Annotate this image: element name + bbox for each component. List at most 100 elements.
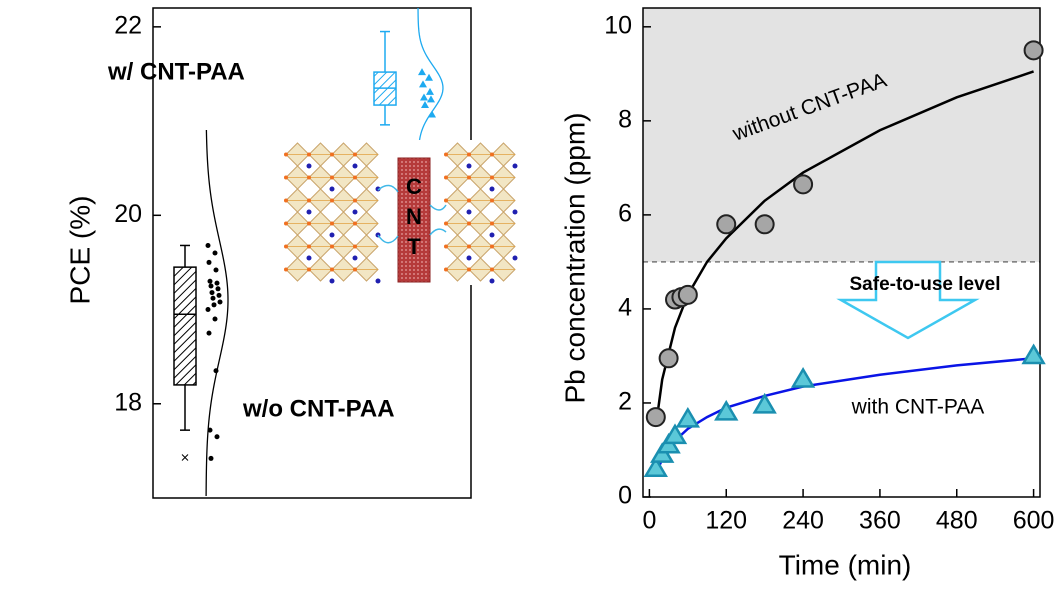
point xyxy=(658,348,679,369)
atom xyxy=(375,278,381,284)
y-tick-label: 4 xyxy=(618,294,632,322)
point xyxy=(212,250,218,256)
atom xyxy=(444,267,448,272)
y-axis-label: Pb concentration (ppm) xyxy=(559,112,590,403)
safe-arrow xyxy=(836,260,980,340)
y-tick-label: 2 xyxy=(618,388,632,416)
y-tick-label: 20 xyxy=(114,200,142,228)
plot-frame xyxy=(642,7,1041,498)
outlier xyxy=(181,454,189,461)
atom xyxy=(490,267,494,272)
point xyxy=(208,283,214,289)
atom xyxy=(466,255,472,261)
point xyxy=(421,101,429,109)
x-axis-label: Time (min) xyxy=(779,549,912,580)
atom xyxy=(307,221,311,226)
atom xyxy=(352,209,358,215)
y-axis-label: PCE (%) xyxy=(64,196,95,305)
atom xyxy=(490,221,494,226)
series-label: w/o CNT-PAA xyxy=(242,395,395,422)
atom xyxy=(467,221,471,226)
atom xyxy=(306,255,312,261)
atom xyxy=(444,198,448,203)
atom xyxy=(284,244,288,249)
atom xyxy=(306,209,312,215)
point xyxy=(208,455,214,461)
atom xyxy=(330,244,334,249)
linker xyxy=(377,184,447,244)
point xyxy=(209,290,215,296)
atom xyxy=(490,152,494,157)
point xyxy=(418,68,426,76)
point xyxy=(211,302,217,308)
atom xyxy=(307,267,311,272)
x-tick-label: 480 xyxy=(936,507,978,535)
atom xyxy=(466,163,472,169)
atom xyxy=(353,175,357,180)
x-tick-label: 240 xyxy=(782,507,824,535)
atom xyxy=(284,198,288,203)
point xyxy=(205,242,211,248)
atom xyxy=(353,244,357,249)
point xyxy=(214,434,220,440)
point xyxy=(207,427,213,433)
atom xyxy=(467,267,471,272)
safe-label: Safe-to-use level xyxy=(850,274,1001,295)
x-tick-label: 600 xyxy=(1013,507,1055,535)
point xyxy=(213,267,219,273)
distribution-curve xyxy=(205,129,229,497)
atom xyxy=(306,163,312,169)
point xyxy=(419,80,427,88)
point xyxy=(662,423,688,445)
atom xyxy=(512,163,518,169)
point xyxy=(1023,40,1044,61)
atom xyxy=(329,186,335,192)
atom xyxy=(352,163,358,169)
atom xyxy=(330,221,334,226)
atom xyxy=(307,175,311,180)
atom xyxy=(353,267,357,272)
atom xyxy=(466,209,472,215)
atom xyxy=(329,232,335,238)
atom xyxy=(512,255,518,261)
fit-line xyxy=(654,70,1034,427)
atom xyxy=(284,267,288,272)
atom xyxy=(489,278,495,284)
atom xyxy=(467,244,471,249)
left-chart: 18 20 22 w/o CNT-PAA w/ CNT-PAA xyxy=(107,7,444,497)
atom xyxy=(489,232,495,238)
y-tick-label: 8 xyxy=(618,105,632,133)
atom xyxy=(490,198,494,203)
point xyxy=(420,93,428,101)
atom xyxy=(352,255,358,261)
atom xyxy=(444,175,448,180)
box xyxy=(173,266,197,386)
atom xyxy=(444,152,448,157)
atom xyxy=(490,244,494,249)
distribution-curve xyxy=(417,7,444,141)
cnt xyxy=(397,157,431,283)
point xyxy=(206,330,212,336)
atom xyxy=(375,186,381,192)
point xyxy=(207,278,213,284)
point xyxy=(210,295,216,301)
cnt-label: C xyxy=(406,174,422,199)
atom xyxy=(330,175,334,180)
cnt-label: N xyxy=(406,204,422,229)
atom xyxy=(307,198,311,203)
atom xyxy=(330,152,334,157)
atom xyxy=(307,152,311,157)
point xyxy=(754,214,775,235)
atom xyxy=(330,198,334,203)
y-tick-label: 6 xyxy=(618,199,632,227)
atom xyxy=(330,267,334,272)
atom xyxy=(444,244,448,249)
atom xyxy=(467,198,471,203)
point xyxy=(205,307,211,313)
series-label: with CNT-PAA xyxy=(851,396,985,419)
atom xyxy=(489,186,495,192)
y-tick-label: 22 xyxy=(114,11,142,39)
point xyxy=(716,214,737,235)
point xyxy=(212,316,218,322)
